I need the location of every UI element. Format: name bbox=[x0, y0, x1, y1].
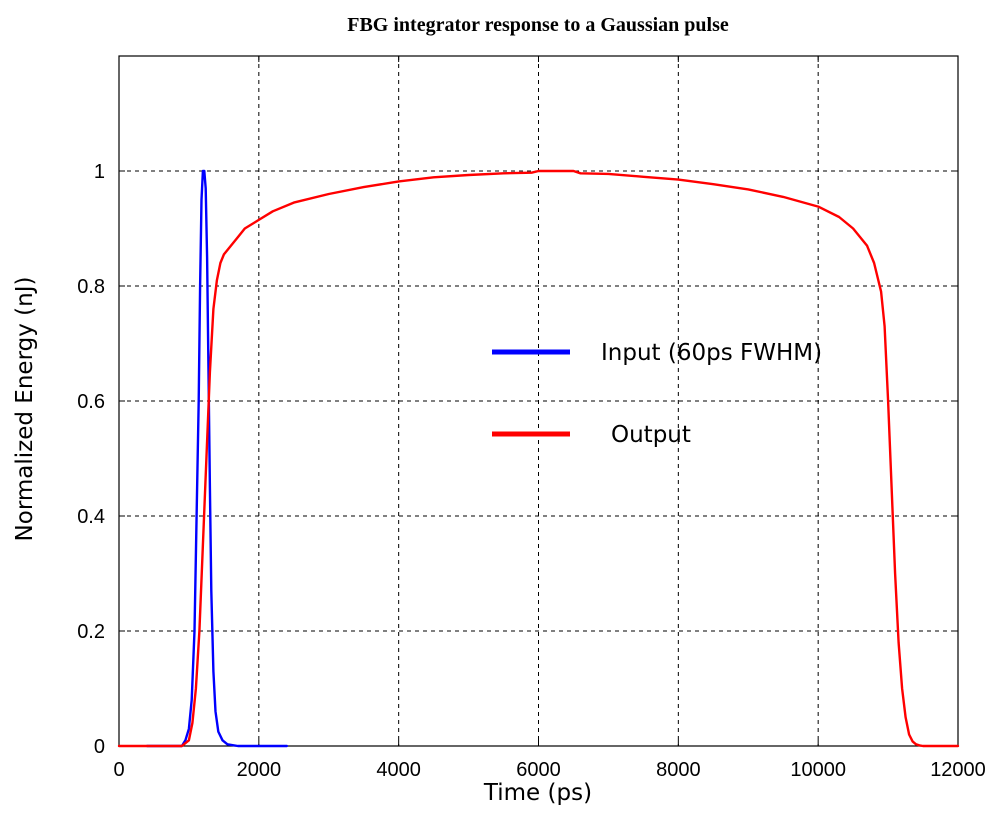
series-lines bbox=[117, 169, 960, 748]
x-tick-label: 8000 bbox=[656, 759, 701, 781]
x-tick-label: 4000 bbox=[376, 759, 421, 781]
x-tick-label: 2000 bbox=[237, 759, 282, 781]
y-tick-label: 0 bbox=[94, 736, 105, 758]
x-tick-label: 6000 bbox=[516, 759, 561, 781]
x-tick-label: 0 bbox=[113, 759, 124, 781]
legend-label-output: Output bbox=[611, 422, 691, 448]
x-tick-labels: 0 2000 4000 6000 8000 10000 12000 bbox=[113, 759, 985, 781]
series-line-output bbox=[117, 169, 960, 748]
legend: Input (60ps FWHM) Output bbox=[492, 340, 822, 448]
series-line-input bbox=[145, 169, 288, 748]
y-axis-label: Normalized Energy (nJ) bbox=[12, 277, 38, 542]
y-tick-label: 0.6 bbox=[77, 391, 105, 413]
y-tick-label: 0.8 bbox=[77, 276, 105, 298]
x-tick-label: 12000 bbox=[930, 759, 986, 781]
x-axis-label: Time (ps) bbox=[483, 780, 592, 806]
y-tick-label: 0.2 bbox=[77, 621, 105, 643]
chart-title: FBG integrator response to a Gaussian pu… bbox=[347, 14, 729, 36]
y-tick-label: 0.4 bbox=[77, 506, 105, 528]
grid-lines bbox=[119, 56, 958, 746]
x-tick-label: 10000 bbox=[790, 759, 846, 781]
y-tick-labels: 0 0.2 0.4 0.6 0.8 1 bbox=[77, 161, 105, 758]
y-tick-label: 1 bbox=[94, 161, 105, 183]
legend-label-input: Input (60ps FWHM) bbox=[601, 340, 822, 366]
